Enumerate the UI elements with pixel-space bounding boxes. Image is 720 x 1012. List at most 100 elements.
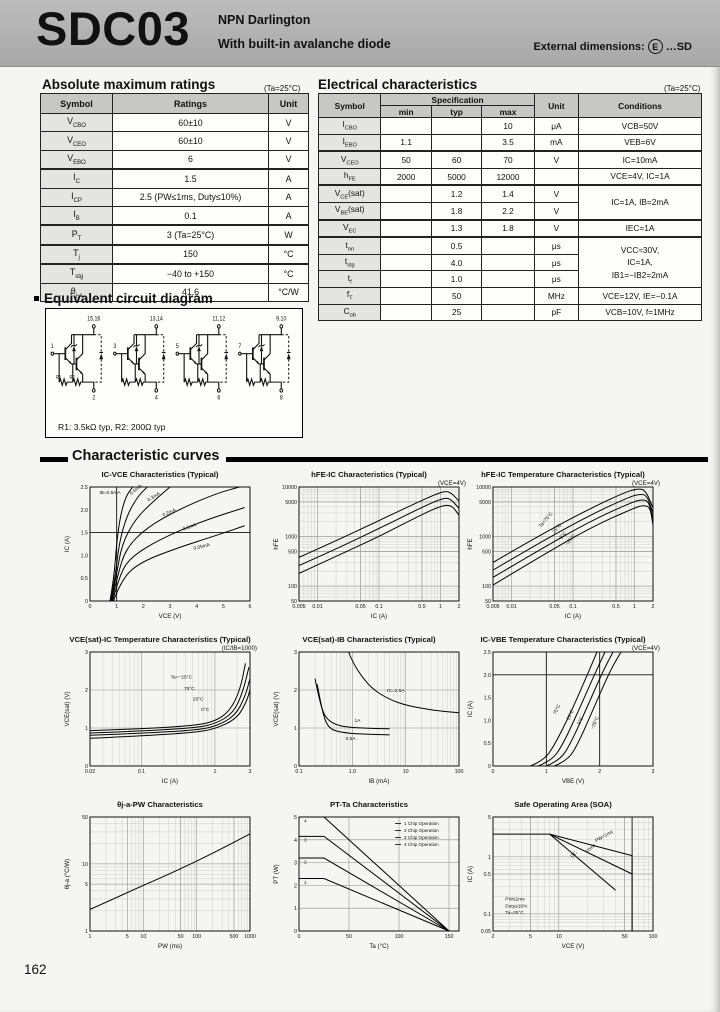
svg-text:0.05: 0.05	[481, 929, 491, 935]
unit-cell: V	[533, 150, 580, 169]
svg-text:2.5: 2.5	[81, 485, 88, 491]
conditions-cell: IC=1A, IB=2mA	[578, 184, 702, 221]
table-row: VEC 1.3 1.8 V IEC=1A	[317, 218, 702, 238]
svg-text:VCE(sat) (V): VCE(sat) (V)	[273, 691, 280, 726]
typ-cell: 60	[430, 150, 483, 169]
min-cell	[380, 184, 432, 203]
chart-title: VCE(sat)-IB Characteristics (Typical)	[302, 635, 436, 644]
min-cell	[380, 236, 432, 255]
rating-cell: 150	[112, 243, 269, 265]
svg-text:0: 0	[488, 764, 491, 770]
svg-text:2 Chip Operation: 2 Chip Operation	[404, 828, 439, 833]
rating-cell: 0.1	[112, 205, 269, 226]
chart-curve	[299, 816, 450, 932]
chart-plot: IC=2.5A 1A 0.5A 0.1 1.0 10 100 0 1 2 3 IB (mA) VCE(s…	[273, 650, 463, 785]
chart-plot: 0.005 0.01 0.05 0.1 0.5 1 2 50 100 500 1000 5000 100…	[273, 485, 461, 620]
svg-text:2.5: 2.5	[484, 650, 491, 656]
typ-cell	[430, 117, 483, 135]
unit-cell: μA	[533, 117, 580, 135]
svg-text:0.1mA: 0.1mA	[182, 522, 198, 532]
unit-cell: V	[268, 112, 309, 133]
chart-plot: 4 3 2 1 1 Chip Operation 2 Chip Operation 3 Ch…	[273, 815, 460, 950]
svg-text:1.0: 1.0	[81, 553, 88, 559]
chart-curve	[112, 525, 245, 602]
svg-text:0.1: 0.1	[484, 912, 491, 918]
unit-cell: V	[533, 218, 580, 238]
svg-text:0: 0	[294, 764, 297, 770]
svg-text:IC=2.5A: IC=2.5A	[387, 688, 405, 694]
svg-text:10000: 10000	[282, 485, 297, 491]
column-header: Conditions	[578, 93, 702, 118]
column-header: Specification	[380, 93, 535, 106]
external-dimensions-label: External dimensions:	[533, 40, 645, 53]
svg-text:IC (A): IC (A)	[162, 778, 178, 785]
column-header: max	[481, 105, 535, 118]
min-cell: 2000	[380, 167, 432, 186]
typ-cell: 50	[430, 286, 483, 305]
symbol-cell: Cob	[317, 303, 382, 322]
svg-text:0.05: 0.05	[355, 604, 365, 610]
svg-text:3: 3	[85, 650, 88, 656]
svg-text:IC (A): IC (A)	[467, 701, 474, 717]
svg-text:−25°C: −25°C	[590, 715, 601, 730]
svg-text:4: 4	[195, 604, 198, 610]
unit-cell: pF	[533, 303, 580, 322]
max-cell	[481, 236, 535, 255]
svg-text:13,14: 13,14	[150, 316, 164, 323]
part-number: SDC03	[36, 2, 191, 55]
chart-curve	[89, 678, 251, 736]
svg-text:4 Chip Operation: 4 Chip Operation	[404, 842, 439, 847]
table-row: tstg 4.0 μs	[317, 253, 702, 272]
table-row: ton 0.5 μs VCC≈30V, IC=1A, IB1=−IB2=2mA	[317, 236, 702, 288]
svg-text:3: 3	[304, 838, 307, 844]
svg-text:3: 3	[249, 769, 252, 775]
svg-text:500: 500	[230, 934, 239, 940]
unit-cell: °C	[268, 263, 309, 284]
svg-text:75°C: 75°C	[184, 686, 195, 692]
elec-title: Electrical characteristics	[318, 77, 478, 92]
min-cell: 50	[380, 150, 432, 169]
svg-text:2: 2	[598, 769, 601, 775]
svg-text:1: 1	[304, 880, 307, 886]
chart-title: IC-VBE Temperature Characteristics (Typi…	[480, 635, 646, 644]
max-cell	[481, 303, 535, 322]
table-row: VEBO 6 V	[40, 149, 309, 170]
svg-text:25°C: 25°C	[551, 522, 563, 534]
symbol-cell: VCE(sat)	[317, 184, 382, 203]
svg-text:IC (A): IC (A)	[467, 866, 474, 882]
symbol-cell: IEBO	[317, 133, 382, 152]
chart-title: IC-VCE Characteristics (Typical)	[101, 470, 219, 479]
max-cell	[481, 253, 535, 272]
svg-text:IB (mA): IB (mA)	[369, 778, 390, 785]
svg-text:11,12: 11,12	[212, 316, 225, 323]
max-cell: 1.4	[481, 184, 535, 203]
svg-text:0.2mA: 0.2mA	[162, 507, 178, 518]
svg-text:2: 2	[304, 859, 307, 865]
svg-text:VCE (V): VCE (V)	[159, 613, 182, 620]
min-cell	[380, 201, 432, 221]
chart-title: PT-Ta Characteristics	[329, 800, 409, 809]
chart-curve	[492, 488, 654, 563]
table-header-row: Symbol Ratings Unit	[40, 93, 309, 114]
svg-text:θj-a (°C/W): θj-a (°C/W)	[64, 859, 71, 890]
min-cell	[380, 303, 432, 322]
table-header-row: min typ max	[319, 105, 702, 118]
typ-cell: 25	[430, 303, 483, 322]
unit-cell: μs	[533, 236, 580, 255]
svg-text:1.0: 1.0	[484, 718, 491, 724]
svg-text:VCE(sat) (V): VCE(sat) (V)	[64, 691, 71, 726]
svg-text:R2: R2	[70, 375, 76, 381]
elec-temp-note: (Ta=25°C)	[664, 84, 701, 93]
svg-text:2: 2	[492, 934, 495, 940]
svg-text:5: 5	[176, 344, 179, 351]
chart-curve	[110, 486, 171, 602]
typ-cell: 0.5	[430, 236, 483, 255]
rating-cell: 2.5 (PW≤1ms, Duty≤10%)	[112, 187, 269, 207]
svg-text:6: 6	[249, 604, 252, 610]
svg-text:0: 0	[492, 769, 495, 775]
column-header: Unit	[533, 93, 580, 118]
table-row: VCE(sat) 1.2 1.4 V IC=1A, IB=2mA	[317, 184, 702, 221]
svg-text:50: 50	[622, 934, 628, 940]
symbol-cell: Tstg	[40, 263, 113, 284]
